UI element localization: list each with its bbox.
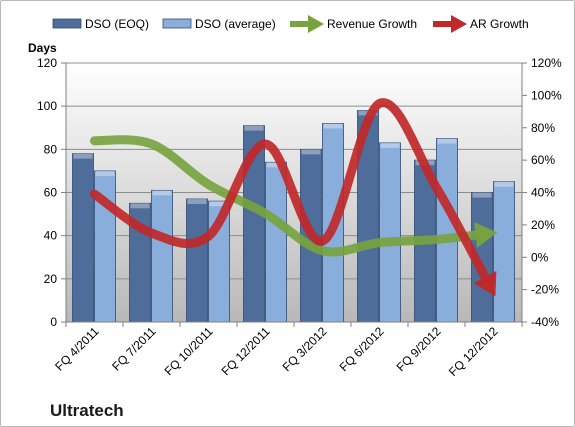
ar-growth-line [90, 98, 494, 289]
y-tick-label: 20 [44, 272, 58, 286]
y-tick-label: 100 [37, 99, 57, 113]
bar-dso-eoq [186, 198, 208, 323]
x-tick-label: FQ 12/2012 [446, 324, 501, 379]
y2-tick-label: -20% [531, 283, 559, 297]
company-name: Ultratech [50, 401, 124, 420]
x-tick-label: FQ 6/2012 [337, 324, 387, 374]
y-tick-label: 80 [44, 142, 58, 156]
y2-tick-label: -40% [531, 315, 559, 329]
y2-tick-label: 0% [531, 250, 549, 264]
bar-dso-average [493, 181, 515, 323]
y2-tick-label: 120% [531, 56, 562, 70]
bar-highlight [301, 149, 321, 155]
y-tick-label: 0 [50, 315, 57, 329]
bar-highlight [73, 153, 93, 159]
legend: DSO (EOQ) DSO (average) Revenue Growth AR G… [52, 15, 529, 33]
bar-highlight [187, 198, 207, 204]
bar-highlight [244, 125, 264, 131]
bar-dso-average [151, 189, 173, 323]
bar-highlight [494, 181, 514, 187]
bar-highlight [95, 170, 115, 176]
x-tick-label: FQ 3/2012 [280, 324, 330, 374]
growth-lines-layer [90, 98, 498, 297]
y2-tick-label: 100% [531, 88, 562, 102]
x-tick-label: FQ 12/2011 [219, 324, 273, 378]
bar-highlight [209, 201, 229, 207]
y-tick-label: 40 [44, 229, 58, 243]
bar-dso-average [436, 138, 458, 323]
x-tick-label: FQ 10/2011 [162, 324, 216, 378]
legend-swatch-dso-average- [162, 18, 192, 29]
legend-arrow-revenue-growth [308, 15, 324, 33]
bar-highlight [152, 190, 172, 196]
bar-highlight [266, 162, 286, 168]
y2-tick-label: 20% [531, 218, 555, 232]
bar-highlight [380, 142, 400, 148]
bar-dso-eoq [72, 153, 94, 323]
legend-label-dso-average-: DSO (average) [195, 17, 276, 31]
bar-dso-average [265, 161, 287, 323]
legend-label-dso-eoq-: DSO (EOQ) [85, 17, 149, 31]
y2-tick-label: 40% [531, 186, 555, 200]
y-tick-label: 60 [44, 186, 58, 200]
y-tick-label: 120 [37, 56, 57, 70]
y2-tick-label: 80% [531, 121, 555, 135]
legend-label-revenue-growth: Revenue Growth [327, 17, 417, 31]
bar-highlight [323, 123, 343, 129]
revenue-growth-arrowhead [474, 222, 498, 248]
x-tick-label: FQ 4/2011 [52, 324, 102, 374]
y-axis-title: Days [28, 41, 57, 55]
legend-arrow-ar-growth [451, 15, 467, 33]
bar-dso-average [379, 142, 401, 323]
legend-label-ar-growth: AR Growth [470, 17, 529, 31]
bar-highlight [130, 203, 150, 209]
revenue-growth-line [90, 135, 489, 257]
y2-tick-label: 60% [531, 153, 555, 167]
x-tick-label: FQ 9/2012 [394, 324, 444, 374]
ar-growth-arrowhead [473, 270, 497, 297]
bar-highlight [437, 138, 457, 144]
bar-highlight [472, 192, 492, 198]
legend-swatch-dso-eoq- [52, 18, 82, 29]
x-tick-label: FQ 7/2011 [109, 324, 159, 374]
